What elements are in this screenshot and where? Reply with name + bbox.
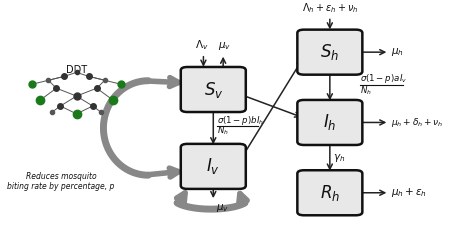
Text: DDT: DDT bbox=[66, 65, 87, 75]
Text: $\sigma(1-p)aI_v$: $\sigma(1-p)aI_v$ bbox=[360, 72, 407, 85]
Text: $\mu_h+\delta_h+\nu_h$: $\mu_h+\delta_h+\nu_h$ bbox=[392, 116, 444, 129]
Text: $\mu_v$: $\mu_v$ bbox=[216, 202, 228, 214]
Text: $I_h$: $I_h$ bbox=[323, 113, 337, 132]
Text: $R_h$: $R_h$ bbox=[320, 183, 340, 203]
FancyBboxPatch shape bbox=[181, 144, 246, 189]
Text: $S_v$: $S_v$ bbox=[203, 79, 223, 99]
Text: $\mu_h+\epsilon_h$: $\mu_h+\epsilon_h$ bbox=[392, 186, 428, 199]
Text: $S_h$: $S_h$ bbox=[320, 42, 339, 62]
Text: $\Lambda_v$: $\Lambda_v$ bbox=[195, 38, 209, 52]
FancyBboxPatch shape bbox=[297, 30, 362, 75]
Text: $\mu_v$: $\mu_v$ bbox=[218, 40, 231, 52]
Text: $N_h$: $N_h$ bbox=[360, 84, 372, 97]
Text: $I_v$: $I_v$ bbox=[206, 156, 220, 176]
Text: $\mu_h$: $\mu_h$ bbox=[392, 46, 404, 58]
Text: $N_h$: $N_h$ bbox=[217, 125, 229, 137]
Text: Reduces mosquito
biting rate by percentage, p: Reduces mosquito biting rate by percenta… bbox=[7, 172, 115, 192]
Text: $\sigma(1-p)bI_h$: $\sigma(1-p)bI_h$ bbox=[217, 114, 264, 127]
FancyBboxPatch shape bbox=[297, 100, 362, 145]
Text: $\Lambda_h+\epsilon_h+\nu_h$: $\Lambda_h+\epsilon_h+\nu_h$ bbox=[301, 1, 358, 15]
FancyBboxPatch shape bbox=[297, 170, 362, 215]
FancyBboxPatch shape bbox=[181, 67, 246, 112]
Text: $\gamma_h$: $\gamma_h$ bbox=[333, 152, 346, 164]
